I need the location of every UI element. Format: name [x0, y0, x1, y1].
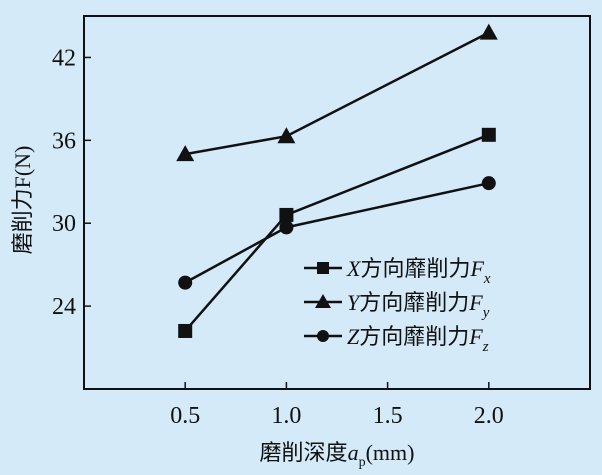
series-x — [178, 127, 496, 338]
circle-marker — [279, 220, 294, 235]
triangle-marker — [176, 145, 195, 162]
x-axis-label-main: 磨削深度 — [260, 440, 348, 465]
x-tick-label: 0.5 — [170, 403, 200, 429]
plot-frame — [83, 15, 591, 390]
x-axis-label-unit: (mm) — [366, 440, 415, 465]
x-axis-label: 磨削深度ap(mm) — [260, 440, 415, 470]
series-line — [184, 31, 490, 156]
legend-var: F — [468, 324, 483, 349]
x-axis-label-var: a — [348, 440, 359, 465]
circle-marker — [178, 275, 193, 290]
legend-axis: Z — [347, 324, 360, 349]
circle-marker — [481, 176, 496, 191]
triangle-marker — [277, 127, 296, 144]
y-tick-label: 36 — [52, 128, 76, 154]
legend-var: F — [469, 256, 484, 281]
x-tick-label: 2.0 — [474, 403, 504, 429]
legend-axis: Y — [347, 290, 362, 315]
legend-sub: x — [483, 271, 491, 287]
series-y — [176, 23, 498, 162]
legend-item-z: Z方向靡削力Fz — [304, 324, 489, 355]
y-tick-label: 30 — [52, 211, 76, 237]
triangle-marker — [479, 23, 498, 40]
series-z — [178, 176, 496, 290]
y-tick-label: 24 — [52, 294, 76, 320]
legend-sub: y — [481, 305, 490, 321]
square-marker — [279, 207, 294, 222]
legend-item-x: X方向靡削力Fx — [304, 256, 491, 287]
circle-marker — [317, 330, 329, 342]
legend-label: Z方向靡削力Fz — [347, 324, 489, 355]
triangle-marker — [315, 294, 331, 308]
x-axis-label-sub: p — [359, 455, 366, 470]
x-tick-label: 1.5 — [373, 403, 403, 429]
square-marker — [178, 323, 193, 338]
legend-label: Y方向靡削力Fy — [347, 290, 490, 321]
legend-var: F — [468, 290, 483, 315]
legend-text: 方向靡削力 — [360, 256, 470, 281]
legend-text: 方向靡削力 — [359, 324, 469, 349]
x-tick-label: 1.0 — [271, 403, 301, 429]
legend-text: 方向靡削力 — [359, 290, 469, 315]
legend-item-y: Y方向靡削力Fy — [304, 290, 490, 321]
y-tick-label: 42 — [52, 45, 76, 71]
legend-label: X方向靡削力Fx — [346, 256, 491, 287]
square-marker — [317, 262, 329, 274]
legend-axis: X — [346, 256, 362, 281]
y-axis-label: 磨削力F(N) — [10, 146, 35, 255]
square-marker — [481, 127, 496, 142]
legend-sub: z — [482, 339, 489, 355]
